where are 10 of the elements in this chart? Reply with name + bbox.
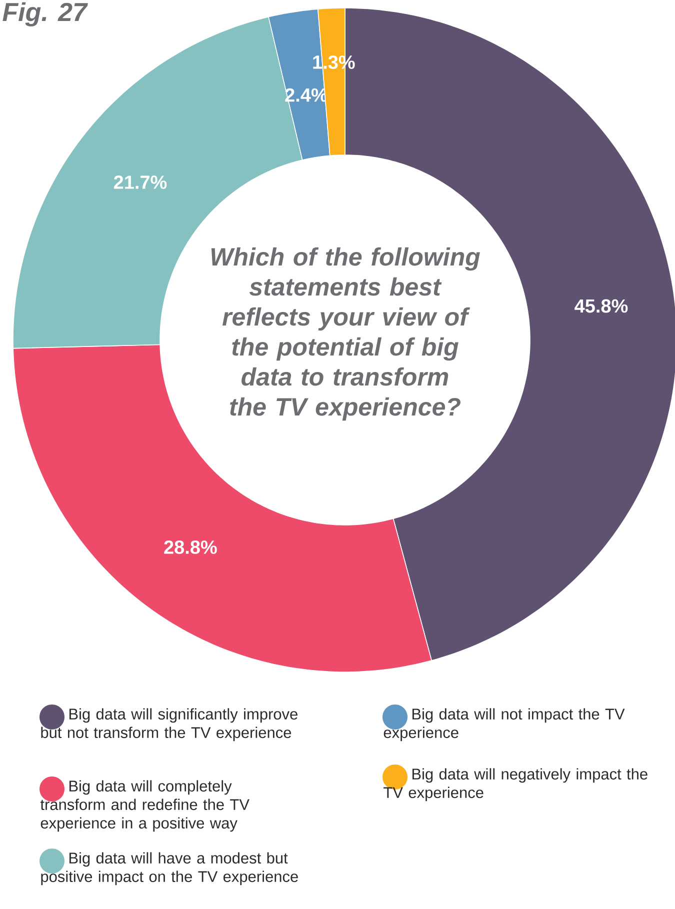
legend-label: Big data will negatively impact the TV experience xyxy=(384,768,648,802)
text: Which of the following statements best reflects your view of the potential of big data to transform the TV experience? xyxy=(211,247,480,421)
legend-label: Big data will significantly improve but not transform the TV experience xyxy=(41,708,298,742)
data-label: 28.8% xyxy=(164,540,217,554)
legend-label: Big data will not impact the TV experience xyxy=(384,708,625,742)
legend-label: Big data will have a modest but positive impact on the TV experience xyxy=(41,852,298,886)
data-label: 45.8% xyxy=(574,299,628,313)
chart-title: Fig. 27 xyxy=(2,2,88,26)
legend-label: Big data will completely transform and redefine the TV experience in a positive way xyxy=(40,780,250,832)
data-label: 21.7% xyxy=(114,175,167,189)
